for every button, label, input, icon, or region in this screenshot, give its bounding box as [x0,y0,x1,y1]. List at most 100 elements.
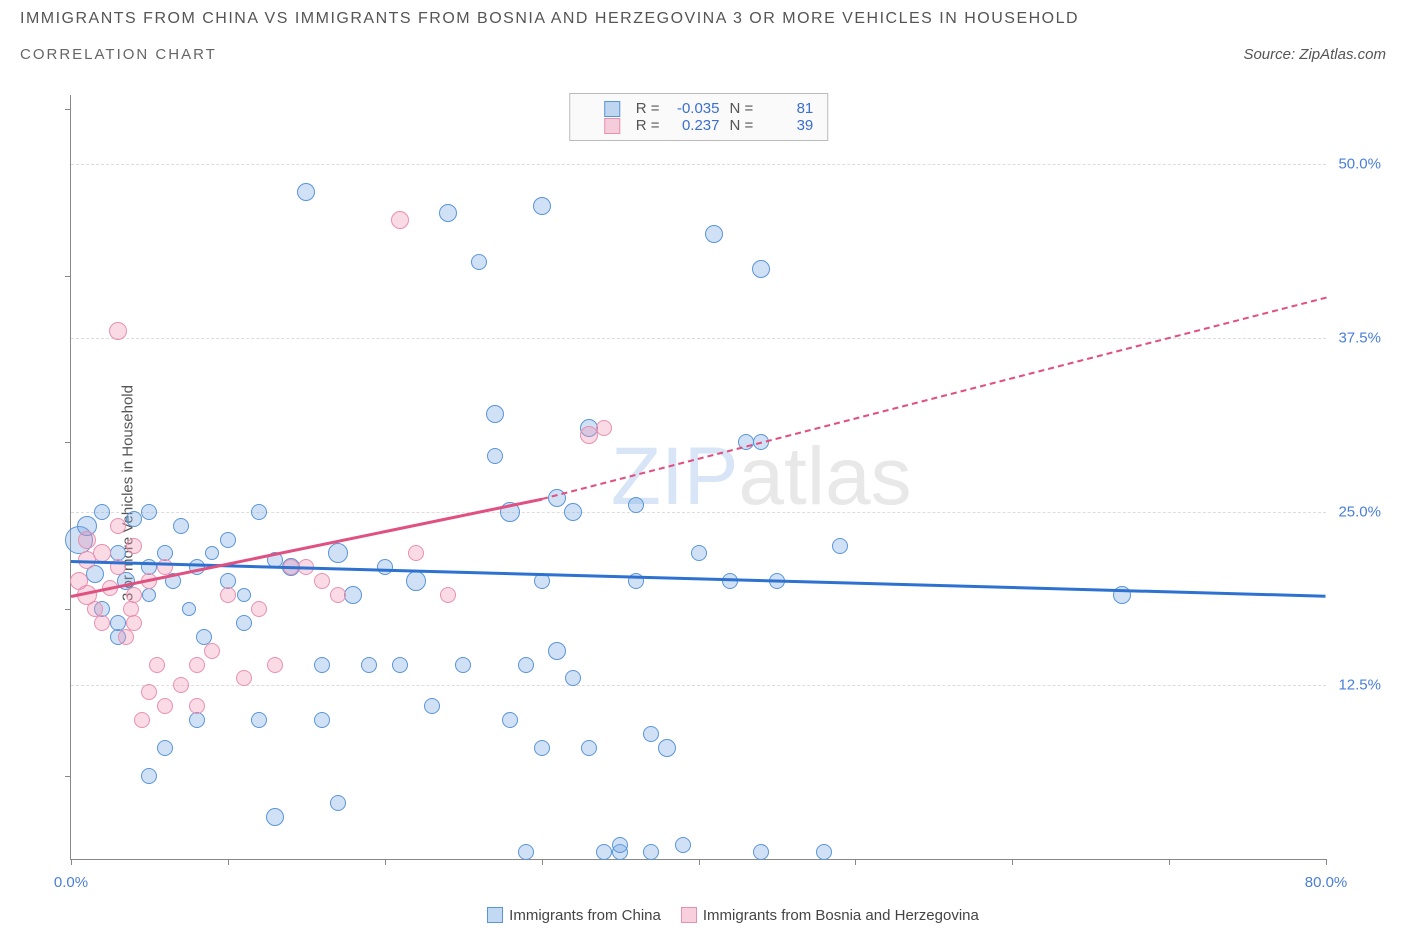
data-point[interactable] [141,684,157,700]
x-tick-label: 80.0% [1305,874,1348,891]
series-legend: Immigrants from ChinaImmigrants from Bos… [60,907,1386,924]
data-point[interactable] [330,795,346,811]
stat-n-label: N = [730,100,754,117]
data-point[interactable] [94,504,110,520]
data-point[interactable] [534,740,550,756]
data-point[interactable] [149,657,165,673]
chart-container: 3 or more Vehicles in Household ZIPatlas… [60,95,1386,890]
data-point[interactable] [439,204,457,222]
gridline-h [71,164,1326,165]
data-point[interactable] [328,543,348,563]
data-point[interactable] [722,573,738,589]
data-point[interactable] [189,712,205,728]
stat-r-value: -0.035 [670,100,720,117]
data-point[interactable] [816,844,832,860]
data-point[interactable] [406,571,426,591]
x-tick-mark [855,859,856,865]
data-point[interactable] [643,844,659,860]
data-point[interactable] [502,712,518,728]
data-point[interactable] [596,420,612,436]
data-point[interactable] [93,544,111,562]
data-point[interactable] [565,670,581,686]
y-tick-label: 25.0% [1338,503,1381,520]
data-point[interactable] [486,405,504,423]
data-point[interactable] [297,183,315,201]
data-point[interactable] [752,260,770,278]
data-point[interactable] [314,657,330,673]
data-point[interactable] [564,503,582,521]
data-point[interactable] [173,518,189,534]
data-point[interactable] [408,545,424,561]
plot-area: ZIPatlas R =-0.035N =81R =0.237N =39 12.… [70,95,1326,860]
stat-r-label: R = [636,100,660,117]
data-point[interactable] [126,538,142,554]
data-point[interactable] [377,559,393,575]
data-point[interactable] [157,698,173,714]
data-point[interactable] [330,587,346,603]
data-point[interactable] [628,497,644,513]
data-point[interactable] [173,677,189,693]
data-point[interactable] [141,504,157,520]
data-point[interactable] [314,712,330,728]
stat-n-label: N = [730,117,754,134]
x-tick-label: 0.0% [54,874,88,891]
data-point[interactable] [643,726,659,742]
data-point[interactable] [251,712,267,728]
data-point[interactable] [440,587,456,603]
data-point[interactable] [596,844,612,860]
data-point[interactable] [548,642,566,660]
data-point[interactable] [832,538,848,554]
data-point[interactable] [94,615,110,631]
data-point[interactable] [220,532,236,548]
data-point[interactable] [126,511,142,527]
data-point[interactable] [705,225,723,243]
data-point[interactable] [533,197,551,215]
data-point[interactable] [134,712,150,728]
data-point[interactable] [391,211,409,229]
data-point[interactable] [266,808,284,826]
data-point[interactable] [518,844,534,860]
data-point[interactable] [612,837,628,853]
data-point[interactable] [691,545,707,561]
y-tick-label: 12.5% [1338,677,1381,694]
data-point[interactable] [78,531,96,549]
data-point[interactable] [581,740,597,756]
data-point[interactable] [487,448,503,464]
data-point[interactable] [110,518,126,534]
data-point[interactable] [675,837,691,853]
data-point[interactable] [182,602,196,616]
data-point[interactable] [236,670,252,686]
series-swatch [604,118,620,134]
data-point[interactable] [455,657,471,673]
stat-r-value: 0.237 [670,117,720,134]
data-point[interactable] [157,740,173,756]
data-point[interactable] [344,586,362,604]
data-point[interactable] [314,573,330,589]
trend-line [71,560,1326,597]
data-point[interactable] [189,657,205,673]
data-point[interactable] [251,601,267,617]
data-point[interactable] [118,629,134,645]
x-tick-mark [542,859,543,865]
data-point[interactable] [392,657,408,673]
data-point[interactable] [580,426,598,444]
data-point[interactable] [471,254,487,270]
data-point[interactable] [204,643,220,659]
data-point[interactable] [658,739,676,757]
data-point[interactable] [753,844,769,860]
data-point[interactable] [126,587,142,603]
data-point[interactable] [142,588,156,602]
data-point[interactable] [237,588,251,602]
data-point[interactable] [236,615,252,631]
data-point[interactable] [267,657,283,673]
data-point[interactable] [126,615,142,631]
data-point[interactable] [518,657,534,673]
data-point[interactable] [220,587,236,603]
data-point[interactable] [189,698,205,714]
data-point[interactable] [205,546,219,560]
data-point[interactable] [251,504,267,520]
data-point[interactable] [109,322,127,340]
data-point[interactable] [361,657,377,673]
data-point[interactable] [424,698,440,714]
data-point[interactable] [141,768,157,784]
